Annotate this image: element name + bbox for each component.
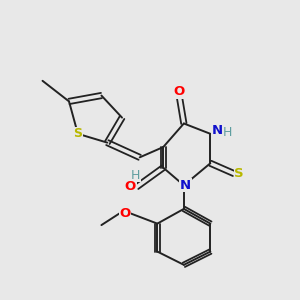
Text: H: H [223, 126, 232, 139]
Text: O: O [124, 180, 136, 193]
Text: N: N [211, 124, 222, 137]
Text: S: S [234, 167, 244, 180]
Text: O: O [119, 207, 130, 220]
Text: H: H [130, 169, 140, 182]
Text: O: O [174, 85, 185, 98]
Text: S: S [74, 127, 82, 140]
Text: N: N [180, 179, 191, 192]
